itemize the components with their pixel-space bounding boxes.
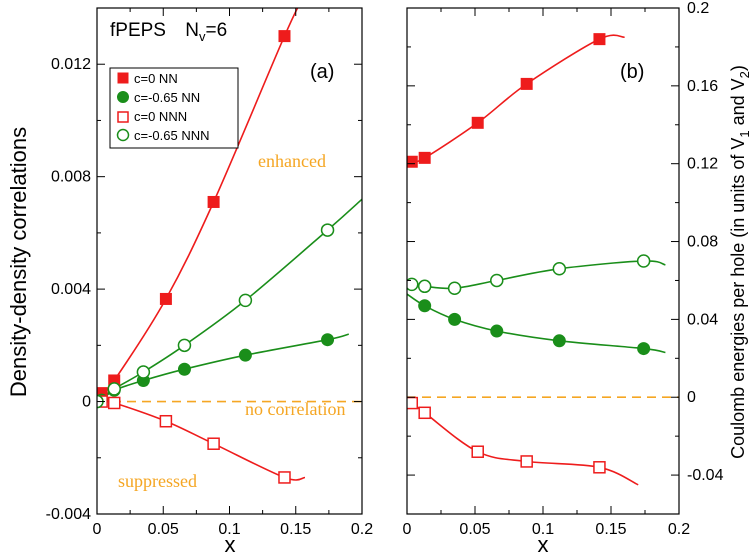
data-point-square [278,471,291,484]
data-point-circle [321,333,335,347]
y-tick-label: 0.08 [687,234,718,251]
panel-a-x-axis-title: x [225,532,236,555]
legend-box [109,67,239,149]
x-tick-label: 0.15 [280,521,311,538]
legend-entry-c0-nnn: c=0 NNN [117,109,187,124]
y-tick-label: 0.16 [687,78,718,95]
data-point-circle [238,293,253,308]
data-point-square [159,292,172,305]
legend-entry-c065-nn: c=-0.65 NN [117,90,200,105]
x-tick-label: 0.1 [532,521,554,538]
y-tick-label: 0.04 [687,311,718,328]
annotation-enhanced: enhanced [258,151,326,171]
x-tick-label: 0.05 [459,521,490,538]
data-point-circle [418,299,432,313]
x-tick-label: 0 [93,521,102,538]
data-point-square [207,437,220,450]
legend-marker-filled-circle [117,91,129,103]
y-tick-label: 0 [687,389,696,406]
y-tick-label: 0.004 [51,281,91,298]
y-tick-label: 0.12 [687,156,718,173]
data-point-square [278,30,291,43]
data-point-circle [552,334,566,348]
panel-b-x-axis-title: x [538,532,549,555]
data-point-square [418,151,431,164]
legend-marker-filled-square [117,72,129,84]
data-point-square [159,414,173,428]
legend-marker-open-square [117,111,129,123]
y-tick-label: 0 [82,394,91,411]
data-point-circle [407,277,419,292]
data-point-square [593,461,606,474]
panel-b-y-axis-title: Coulomb energies per hole (in units of V… [728,65,752,459]
y-tick-label: 0.2 [687,0,709,17]
x-tick-label: 0.2 [351,521,373,538]
legend-label: c=-0.65 NN [134,90,200,105]
y-tick-label: -0.004 [46,506,91,523]
data-point-circle [637,342,651,356]
data-point-square [593,33,606,46]
data-point-square [471,116,484,129]
panel-b-ticks: 0 0.05 0.1 0.15 0.2 -0.04 0 0.04 0.08 0.12 0.16 0.2 [403,0,724,538]
x-tick-label: 0.15 [595,521,626,538]
data-point-circle [136,365,151,379]
data-point-square [471,445,484,458]
data-point-circle [490,324,504,338]
data-point-square [207,195,220,208]
data-point-circle [177,338,192,353]
legend-entry-c0-nn: c=0 NN [117,71,178,86]
legend-marker-open-circle [116,128,130,142]
data-point-square [520,455,533,468]
legend-label: c=-0.65 NNN [134,128,210,143]
data-point-circle [238,348,252,362]
annotation-suppressed: suppressed [118,471,197,491]
panel-a-y-axis-title: Density-density correlations [6,127,31,397]
legend: c=0 NN c=-0.65 NN c=0 NNN c=-0.65 NNN [109,67,239,149]
x-tick-label: 0.1 [218,521,240,538]
data-point-circle [552,262,567,276]
panel-a-plot-area [97,8,362,484]
panel-b-plot-area [407,33,679,486]
panel-a-annotations: enhanced no correlation suppressed [118,151,345,491]
data-point-square [520,77,533,90]
y-tick-label: 0.012 [51,56,91,73]
data-point-square [418,406,431,420]
legend-label: c=0 NNN [134,109,187,124]
panel-a-label: (a) [310,61,334,83]
panel-b: 0 0.05 0.1 0.15 0.2 -0.04 0 0.04 0.08 0.12 0.16 0.2… [403,0,752,555]
data-point-square [407,396,419,410]
data-point-circle [448,312,462,326]
data-point-circle [107,382,121,396]
data-point-circle [490,273,504,288]
x-tick-label: 0.05 [148,521,179,538]
y-tick-label: -0.04 [687,467,724,484]
panel-a-title: fPEPS Nv=6 [110,20,227,44]
data-point-circle [636,254,651,268]
x-tick-label: 0 [403,521,412,538]
data-point-square [407,155,418,168]
data-point-circle [320,223,335,237]
panel-b-label: (b) [620,61,644,83]
legend-entry-c065-nnn: c=-0.65 NNN [116,128,210,143]
y-tick-label: 0.008 [51,169,91,186]
annotation-no-correlation: no correlation [245,399,345,419]
data-point-circle [177,362,191,376]
data-point-circle [417,279,432,294]
data-point-square [107,396,121,410]
legend-label: c=0 NN [134,71,178,86]
data-point-circle [447,281,462,295]
x-tick-label: 0.2 [668,521,690,538]
